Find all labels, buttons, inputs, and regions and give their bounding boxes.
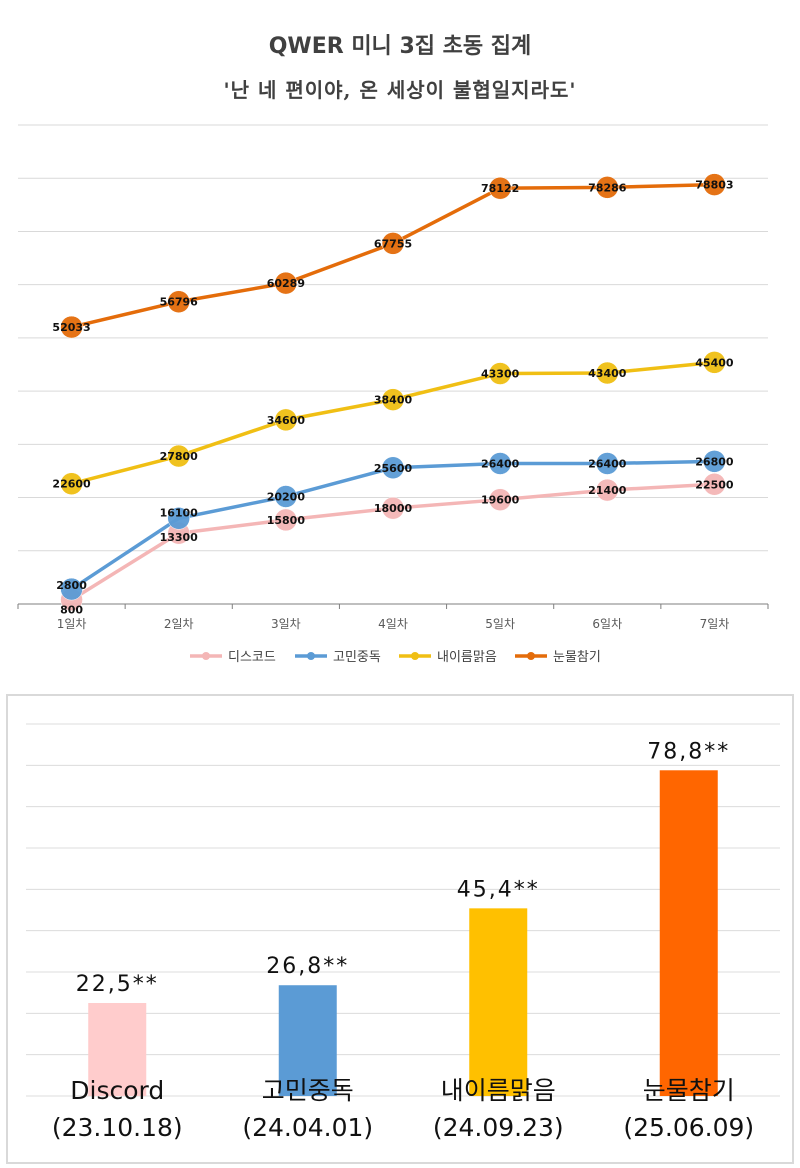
series-line <box>70 459 715 591</box>
legend-swatch-marker <box>307 652 315 660</box>
data-point <box>274 508 298 532</box>
data-point <box>381 232 405 255</box>
bar <box>659 770 718 1096</box>
data-point <box>596 361 619 385</box>
bar-value-label: 22,5** <box>76 972 159 997</box>
line-chart: 1일차 2일차 3일차 4일차 5일차 6일차 7일차 800 13300 15800 18000 1… <box>17 124 769 665</box>
bar-category-label: 내이름맑음 <box>441 1076 556 1105</box>
data-label: 38400 <box>374 394 413 407</box>
data-label: 800 <box>60 604 83 617</box>
x-tick-label: 3일차 <box>271 617 301 631</box>
legend-swatch-marker <box>411 652 419 660</box>
data-point <box>60 315 83 339</box>
data-point <box>60 577 83 601</box>
data-point <box>703 173 726 196</box>
data-point <box>488 488 512 511</box>
legend-label: 고민중독 <box>333 650 381 665</box>
data-point <box>703 351 726 374</box>
data-label: 13300 <box>160 531 199 544</box>
data-label: 45400 <box>695 356 734 369</box>
data-point <box>167 290 190 313</box>
bar-date-label: (25.06.09) <box>623 1113 754 1142</box>
bar-category-label: 눈물참기 <box>643 1076 735 1105</box>
data-point <box>596 478 619 502</box>
bar-value-label: 26,8** <box>266 954 349 979</box>
data-point <box>381 388 405 411</box>
x-tick-label: 6일차 <box>592 617 622 631</box>
data-point <box>274 485 298 508</box>
legend-label: 디스코드 <box>228 650 276 665</box>
data-point <box>274 271 298 295</box>
bar-chart: 22,5** Discord (23.10.18) 26,8** 고민중독 (24.04.… <box>26 723 780 1142</box>
bar <box>88 1003 147 1096</box>
data-label: 15800 <box>267 514 306 527</box>
data-point <box>488 176 512 200</box>
bar-value-label: 78,8** <box>647 739 730 764</box>
data-label: 27800 <box>160 450 199 463</box>
x-tick-label: 7일차 <box>700 617 730 631</box>
data-point <box>167 444 190 468</box>
data-point <box>596 452 619 475</box>
data-point <box>488 362 512 385</box>
data-point <box>60 472 83 495</box>
data-label: 18000 <box>374 502 413 515</box>
bar <box>278 985 337 1096</box>
legend-label: 내이름맑음 <box>437 650 497 665</box>
bar-category-label: 고민중독 <box>262 1076 354 1105</box>
data-label: 21400 <box>588 484 627 497</box>
data-point <box>596 176 619 199</box>
bar-chart-panel: 22,5** Discord (23.10.18) 26,8** 고민중독 (24.04.… <box>6 694 794 1164</box>
x-tick-label: 4일차 <box>378 617 408 631</box>
legend-swatch-marker <box>202 652 210 660</box>
data-label: 26400 <box>588 457 627 470</box>
data-label: 19600 <box>481 494 520 507</box>
data-label: 34600 <box>267 414 306 427</box>
data-label: 43400 <box>588 367 627 380</box>
bar-date-label: (23.10.18) <box>52 1113 183 1142</box>
data-label: 52033 <box>52 321 90 334</box>
legend-label: 눈물참기 <box>553 650 601 665</box>
data-label: 78286 <box>588 181 627 194</box>
x-tick-label: 1일차 <box>57 617 87 631</box>
bar-value-label: 45,4** <box>457 877 540 902</box>
data-label: 2800 <box>56 579 87 592</box>
data-label: 26800 <box>695 455 734 468</box>
data-label: 22500 <box>695 478 734 491</box>
line-chart-panel: QWER 미니 3집 초동 집계 '난 네 편이야, 온 세상이 불협일지라도'… <box>17 34 769 665</box>
bar <box>469 908 528 1096</box>
data-label: 43300 <box>481 368 520 381</box>
data-label: 20200 <box>267 490 306 503</box>
data-label: 56796 <box>160 296 199 309</box>
data-label: 25600 <box>374 462 413 475</box>
x-tick-label: 2일차 <box>164 617 194 631</box>
data-point <box>167 507 190 530</box>
legend-swatch-marker <box>527 652 535 660</box>
data-label: 67755 <box>374 237 412 250</box>
bar-date-label: (24.04.01) <box>242 1113 373 1142</box>
x-tick-label: 5일차 <box>485 617 515 631</box>
data-label: 22600 <box>52 478 91 491</box>
data-label: 78122 <box>481 182 519 195</box>
data-label: 60289 <box>267 277 305 290</box>
data-point <box>703 450 726 473</box>
data-point <box>703 473 726 496</box>
chart-subtitle: '난 네 편이야, 온 세상이 불협일지라도' <box>223 78 577 102</box>
chart-title: QWER 미니 3집 초동 집계 <box>268 34 532 59</box>
data-label: 16100 <box>160 506 199 519</box>
data-label: 26400 <box>481 457 520 470</box>
data-point <box>381 456 405 480</box>
bar-category-label: Discord <box>70 1076 164 1105</box>
bar-date-label: (24.09.23) <box>433 1113 564 1142</box>
data-point <box>488 452 512 475</box>
data-label: 78803 <box>695 179 733 192</box>
data-point <box>381 496 405 520</box>
data-point <box>274 408 298 432</box>
